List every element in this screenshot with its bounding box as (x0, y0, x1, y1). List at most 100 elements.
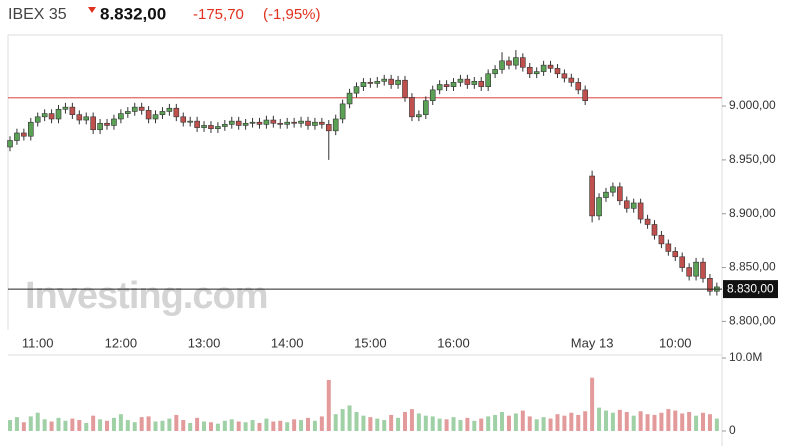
candle-body (693, 261, 699, 277)
volume-bar (409, 409, 414, 431)
volume-bar (160, 420, 165, 431)
volume-bar (285, 422, 290, 431)
candle-body (575, 82, 582, 91)
candle-body (707, 278, 713, 292)
volume-bar (458, 420, 463, 431)
volume-bar (403, 412, 408, 431)
volume-bar (326, 379, 331, 431)
volume-bar (444, 419, 449, 431)
candle-body (617, 186, 623, 202)
candle-body (284, 121, 291, 125)
volume-bar (569, 412, 574, 431)
volume-bar (222, 420, 227, 431)
volume-bar (271, 421, 276, 431)
y-tick-label: 8.950,00 (729, 152, 776, 166)
candle-body (651, 224, 658, 236)
volume-bar (174, 414, 179, 431)
volume-bar (28, 416, 33, 431)
candle-body (381, 78, 388, 82)
frame (7, 34, 723, 446)
volume-bar (465, 417, 470, 431)
candle-body (596, 197, 602, 217)
x-tick-label: 11:00 (22, 335, 54, 350)
candle-body (62, 106, 69, 110)
y-tick-label: 8.900,00 (729, 206, 776, 220)
down-arrow (88, 7, 96, 13)
candle-body (422, 100, 429, 115)
volume-bar (714, 418, 719, 431)
candle-body (159, 111, 166, 115)
volume-bar (146, 416, 151, 431)
volume-bar (319, 416, 324, 431)
volume-bar (430, 416, 435, 431)
volume-bar (610, 412, 615, 431)
candle-body (520, 57, 526, 68)
volume-bar (687, 412, 692, 431)
change-percent: (-1,95%) (263, 6, 321, 23)
candle-body (242, 122, 249, 126)
volume-bar (576, 414, 581, 431)
volume-bar (631, 415, 636, 431)
candle-body (332, 118, 339, 132)
price-badge (723, 280, 778, 299)
candle-body (513, 57, 519, 66)
volume-bar (680, 413, 685, 431)
candle-body (118, 113, 124, 120)
volume-bar (500, 412, 505, 431)
volume-bar (202, 421, 207, 431)
volume-bar (513, 413, 518, 431)
volume-bar (14, 417, 19, 431)
volume-bar (666, 409, 671, 431)
volume-bar (416, 413, 421, 431)
candle-body (90, 116, 96, 131)
volume-bar (493, 414, 498, 431)
candle-body (152, 114, 159, 120)
candle-body (485, 73, 491, 87)
volume-bar (361, 415, 366, 431)
volume-bar (562, 415, 567, 431)
volume-bar (506, 415, 511, 431)
candle-body (464, 78, 471, 85)
volume-bar (451, 417, 456, 431)
candle-body (409, 97, 415, 118)
volume-bar (264, 418, 269, 431)
volume-bar (42, 419, 47, 431)
watermark: Investing.com (25, 275, 268, 317)
symbol: IBEX 35 (8, 6, 67, 23)
volume-bar (534, 419, 539, 431)
volume-bar (548, 418, 553, 431)
candle-body (637, 202, 644, 220)
candle-body (180, 116, 187, 123)
y-tick-label: 9.000,00 (729, 98, 776, 112)
x-tick-label: 13:00 (188, 335, 221, 350)
volume-bar (49, 421, 54, 431)
candle-body (547, 64, 554, 69)
volume-bar (91, 415, 96, 431)
volume-bar (111, 417, 116, 431)
volume-bar (486, 416, 491, 431)
volume-bar (389, 414, 394, 431)
candle-body (561, 73, 568, 79)
volume-bar (354, 412, 359, 431)
volume-bar (312, 420, 317, 431)
volume-bar (167, 418, 172, 431)
volume-bar (617, 409, 622, 431)
volume-bar (659, 412, 664, 431)
candle-body (14, 132, 20, 141)
candle-body (111, 118, 117, 126)
candle-body (41, 113, 48, 118)
candle-body (603, 191, 609, 198)
volume-bar (118, 414, 123, 431)
volume-bar (333, 414, 338, 431)
candle-body (554, 68, 561, 75)
candle-body (305, 120, 311, 126)
volume-bar (21, 422, 26, 431)
candle-body (623, 200, 630, 209)
candle-body (436, 84, 443, 91)
candle-body (457, 78, 464, 83)
volume-bar (707, 414, 712, 431)
candle-body (55, 108, 62, 120)
candle-body (367, 82, 374, 84)
candle-body (48, 113, 55, 120)
